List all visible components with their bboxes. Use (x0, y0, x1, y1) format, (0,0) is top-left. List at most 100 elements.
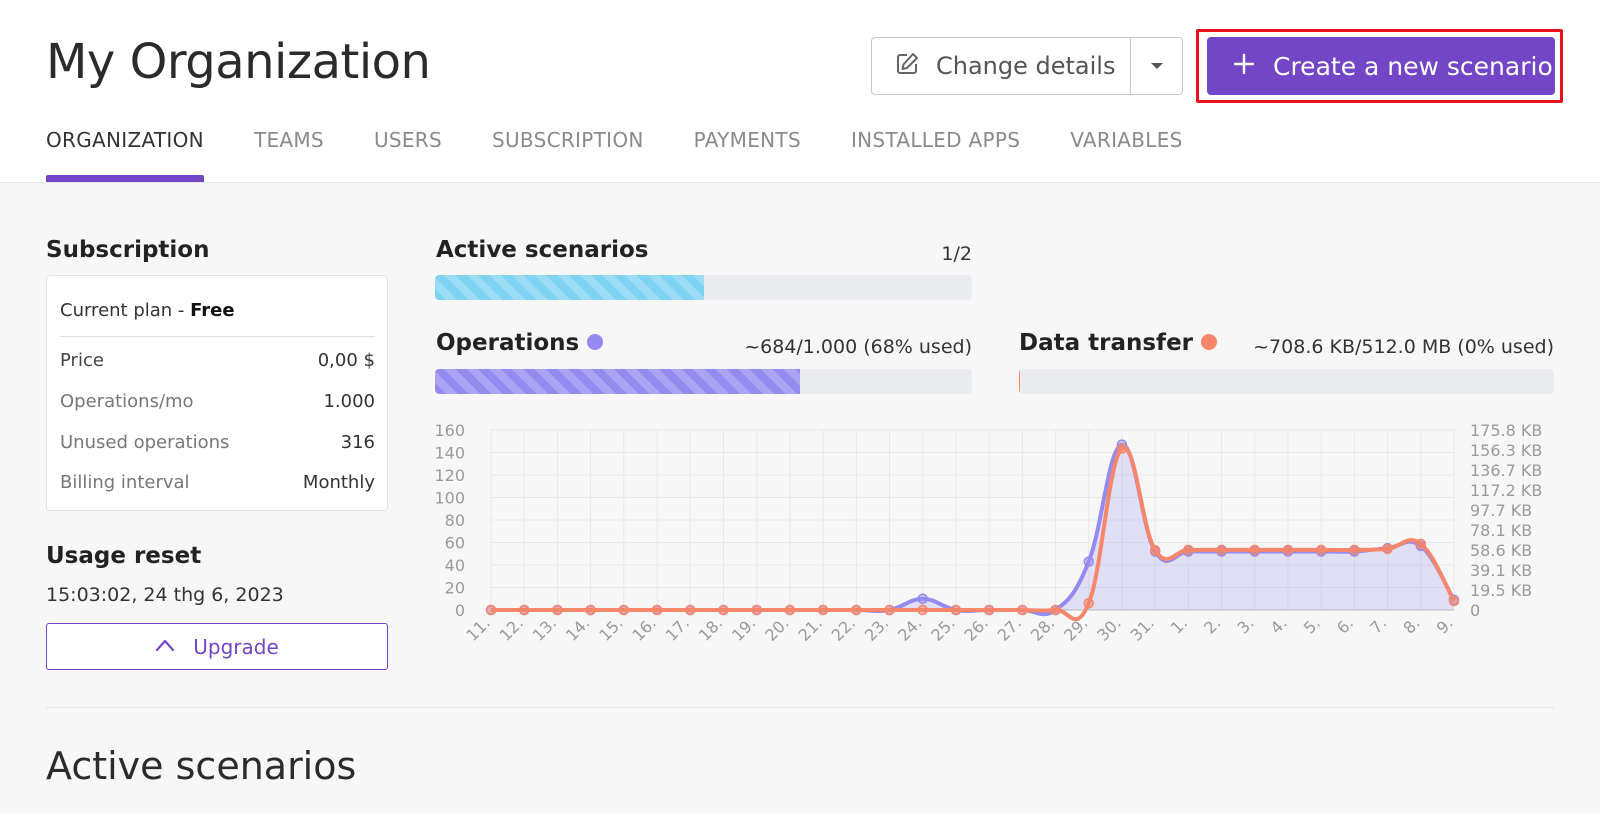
y2-tick-label: 58.6 KB (1470, 541, 1532, 560)
data-transfer-point (1349, 544, 1360, 556)
data-transfer-point (1448, 595, 1460, 607)
unused-operations-row: Unused operations 316 (60, 432, 375, 456)
x-tick-label: 23. (861, 613, 892, 644)
divider (60, 336, 375, 337)
billing-interval-value: Monthly (302, 472, 375, 493)
data-transfer-point (884, 604, 895, 616)
data-transfer-point (1415, 538, 1427, 550)
data-transfer-point (1382, 543, 1393, 555)
y-tick-label: 80 (445, 511, 465, 530)
chart-y-axis: 0 20 40 60 80 100 120 140 160 (434, 421, 465, 620)
x-tick-label: 5. (1300, 613, 1324, 637)
subscription-card: Current plan - Free Price 0,00 $ Operati… (46, 275, 388, 511)
y-tick-label: 140 (434, 444, 465, 463)
data-transfer-point (1315, 544, 1327, 556)
data-transfer-point (485, 604, 497, 616)
operations-point (1083, 556, 1094, 567)
active-scenarios-title: Active scenarios (436, 237, 649, 263)
x-tick-label: 30. (1093, 613, 1124, 644)
unused-operations-label: Unused operations (60, 432, 230, 453)
x-tick-label: 3. (1233, 613, 1257, 637)
change-details-button[interactable]: Change details (872, 38, 1131, 94)
data-transfer-point (1216, 544, 1227, 556)
data-transfer-bar-fill (1019, 369, 1020, 394)
data-transfer-title-text: Data transfer (1019, 330, 1194, 356)
data-transfer-point (651, 604, 663, 616)
tab-installed-apps[interactable]: INSTALLED APPS (850, 128, 1021, 152)
x-tick-label: 18. (695, 613, 726, 644)
current-plan: Current plan - Free (60, 300, 235, 321)
create-scenario-button[interactable]: Create a new scenario (1207, 37, 1555, 95)
y-tick-label: 160 (434, 421, 465, 440)
data-transfer-bar (1019, 369, 1554, 394)
x-tick-label: 17. (662, 613, 693, 644)
data-transfer-point (817, 604, 829, 616)
page-header: My Organization Change details Create a … (0, 0, 1600, 183)
change-details-dropdown-toggle[interactable] (1131, 38, 1182, 94)
y-tick-label: 20 (445, 579, 465, 598)
data-transfer-point (950, 604, 962, 616)
x-tick-label: 8. (1399, 613, 1423, 637)
data-transfer-point (1249, 544, 1261, 556)
usage-reset-date: 15:03:02, 24 thg 6, 2023 (46, 584, 284, 606)
plus-icon (1233, 53, 1255, 79)
data-transfer-line (491, 445, 1456, 622)
org-tabs: ORGANIZATION TEAMS USERS SUBSCRIPTION PA… (46, 128, 1233, 183)
billing-interval-label: Billing interval (60, 472, 190, 493)
x-tick-label: 27. (994, 613, 1025, 644)
tab-variables[interactable]: VARIABLES (1070, 128, 1183, 152)
y-tick-label: 0 (455, 601, 465, 620)
chevron-up-icon (155, 637, 175, 656)
price-row: Price 0,00 $ (60, 350, 375, 374)
data-transfer-point (1017, 604, 1028, 616)
create-scenario-label: Create a new scenario (1273, 51, 1553, 81)
subscription-title: Subscription (46, 237, 210, 263)
operations-per-month-label: Operations/mo (60, 391, 194, 412)
usage-reset-title: Usage reset (46, 543, 202, 569)
tab-users[interactable]: USERS (373, 128, 442, 152)
x-tick-label: 24. (894, 613, 925, 644)
x-tick-label: 4. (1267, 613, 1291, 637)
x-tick-label: 28. (1027, 613, 1058, 644)
upgrade-label: Upgrade (193, 634, 279, 659)
data-transfer-point (718, 604, 729, 616)
data-transfer-point (1083, 597, 1094, 609)
change-details-label: Change details (936, 52, 1116, 80)
y2-tick-label: 97.7 KB (1470, 501, 1532, 520)
active-scenarios-bar-fill (435, 275, 704, 300)
data-transfer-point (684, 604, 696, 616)
change-details-button-group: Change details (871, 37, 1183, 95)
x-tick-label: 25. (927, 613, 958, 644)
operations-bar-fill (435, 369, 801, 394)
caret-down-icon (1150, 63, 1163, 69)
chart-x-axis: 11. 12. 13. 14. 15. 16. 17. 18. 19. 20. 21. 22. 23. 2… (462, 613, 1456, 644)
create-scenario-highlight (1196, 29, 1563, 103)
data-transfer-point (983, 604, 995, 616)
data-transfer-point (851, 604, 862, 616)
data-transfer-point (751, 604, 762, 616)
tab-organization[interactable]: ORGANIZATION (46, 128, 204, 183)
operations-title-text: Operations (436, 330, 580, 356)
current-plan-prefix: Current plan - (60, 300, 191, 321)
x-tick-label: 14. (562, 613, 593, 644)
operations-bar (435, 369, 972, 394)
data-transfer-point (1282, 544, 1294, 556)
y2-tick-label: 175.8 KB (1470, 421, 1542, 440)
unused-operations-value: 316 (340, 432, 375, 453)
tab-teams[interactable]: TEAMS (253, 128, 324, 152)
data-transfer-point (784, 604, 796, 616)
data-transfer-title: Data transfer (1019, 330, 1218, 356)
tab-payments[interactable]: PAYMENTS (693, 128, 801, 152)
data-transfer-point (1050, 604, 1061, 616)
x-tick-label: 11. (462, 613, 493, 644)
y-tick-label: 40 (445, 556, 465, 575)
x-tick-label: 19. (728, 613, 759, 644)
y2-tick-label: 136.7 KB (1470, 461, 1542, 480)
y2-tick-label: 156.3 KB (1470, 441, 1542, 460)
x-tick-label: 26. (960, 613, 991, 644)
tab-subscription[interactable]: SUBSCRIPTION (492, 128, 644, 152)
upgrade-button[interactable]: Upgrade (46, 623, 388, 670)
x-tick-label: 1. (1167, 613, 1191, 637)
x-tick-label: 9. (1433, 613, 1457, 637)
